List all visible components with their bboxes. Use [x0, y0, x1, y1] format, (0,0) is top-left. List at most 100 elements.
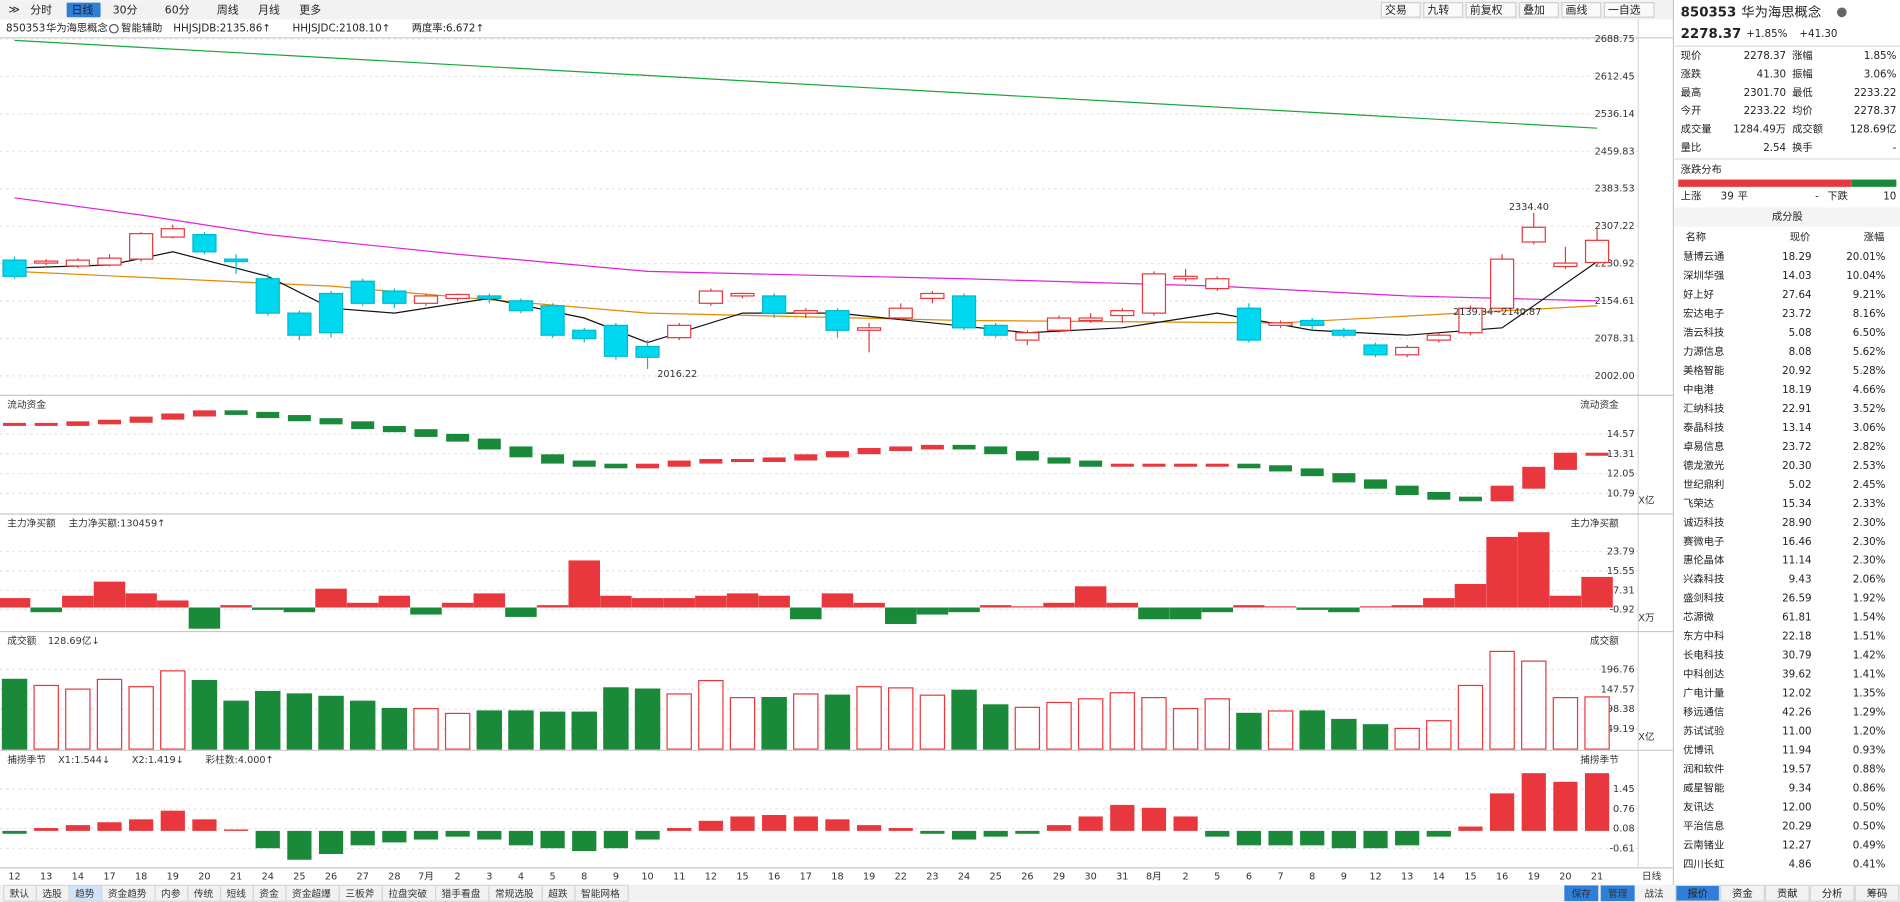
- tab-label[interactable]: 超跌: [548, 887, 568, 900]
- stock-name[interactable]: 惠伦晶体: [1683, 554, 1724, 567]
- stock-name[interactable]: 飞荣达: [1683, 498, 1714, 510]
- period-tab[interactable]: 分时: [30, 4, 52, 17]
- period-tab[interactable]: 日线: [71, 3, 93, 17]
- stock-name[interactable]: 慧博云通: [1683, 250, 1724, 263]
- action-label[interactable]: 叠加: [1523, 4, 1545, 17]
- stock-name[interactable]: 芯源微: [1683, 611, 1714, 624]
- stock-name[interactable]: 广电计量: [1683, 687, 1724, 700]
- action-label[interactable]: 一自选: [1608, 4, 1641, 17]
- volume-bar: [793, 693, 819, 750]
- tab-label[interactable]: 趋势: [75, 887, 95, 900]
- panel-tab-label[interactable]: 资金: [1732, 887, 1753, 900]
- tab-label[interactable]: 短线: [227, 887, 247, 900]
- stock-name[interactable]: 润和软件: [1683, 762, 1724, 775]
- stock-name[interactable]: 优博讯: [1683, 743, 1714, 756]
- tab-label[interactable]: 默认: [10, 887, 30, 900]
- stock-name[interactable]: 东方中科: [1683, 630, 1724, 643]
- candle-body: [255, 278, 280, 314]
- oscillator-bar: [192, 819, 217, 831]
- period-tab[interactable]: 周线: [217, 3, 239, 17]
- panel-tab[interactable]: [1854, 884, 1900, 902]
- tab[interactable]: [574, 884, 629, 902]
- action-button[interactable]: [1561, 2, 1602, 18]
- period-tab[interactable]: 更多: [299, 3, 321, 17]
- stock-name[interactable]: 移远通信: [1683, 706, 1724, 719]
- stock-name[interactable]: 力源信息: [1683, 345, 1724, 358]
- action-button[interactable]: [1423, 2, 1464, 18]
- panel-title-right: 捕捞季节: [1580, 753, 1619, 766]
- stock-name[interactable]: 中电港: [1683, 383, 1715, 396]
- panel-tab[interactable]: [1809, 884, 1855, 902]
- stock-name[interactable]: 泰晶科技: [1683, 421, 1724, 434]
- tab-label[interactable]: 资金: [259, 887, 279, 900]
- stock-name[interactable]: 美格智能: [1683, 364, 1724, 377]
- action-label[interactable]: 画线: [1566, 3, 1588, 17]
- stock-name[interactable]: 世纪鼎利: [1683, 479, 1724, 491]
- stock-name[interactable]: 浩云科技: [1683, 326, 1724, 339]
- tab-label[interactable]: 智能网格: [581, 887, 620, 900]
- flow-bar: [256, 411, 280, 419]
- tab[interactable]: [1600, 885, 1635, 902]
- panel-tab[interactable]: [1720, 884, 1765, 902]
- action-label[interactable]: 前复权: [1470, 3, 1503, 17]
- stock-name[interactable]: 四川长虹: [1683, 858, 1724, 870]
- tab-label[interactable]: 传统: [194, 887, 214, 900]
- stock-price: 12.02: [1782, 688, 1811, 700]
- action-button[interactable]: [1380, 2, 1421, 18]
- tab[interactable]: [1564, 885, 1599, 902]
- stock-name[interactable]: 平治信息: [1683, 819, 1724, 832]
- tab-label[interactable]: 保存: [1572, 887, 1592, 900]
- candle-body: [1110, 310, 1135, 317]
- stock-name[interactable]: 威星智能: [1683, 781, 1724, 794]
- stock-name[interactable]: 赛微电子: [1683, 535, 1724, 548]
- stock-name[interactable]: 好上好: [1683, 289, 1714, 301]
- period-tab[interactable]: 60分: [165, 4, 190, 17]
- stock-price: 11.14: [1782, 555, 1811, 567]
- action-button[interactable]: [1465, 2, 1517, 18]
- panel-label: 彩柱数:4.000↑: [206, 753, 274, 766]
- volume-bar: [824, 694, 851, 750]
- tab-label[interactable]: 三板斧: [345, 887, 374, 900]
- panel-tab-label[interactable]: 报价: [1687, 887, 1708, 900]
- tab-label[interactable]: 选股: [42, 887, 62, 900]
- period-tab[interactable]: 月线: [258, 3, 280, 17]
- assist-icon[interactable]: [109, 23, 119, 34]
- stock-name[interactable]: 长电科技: [1683, 649, 1724, 662]
- stock-name[interactable]: 诚迈科技: [1683, 516, 1724, 529]
- tab-label[interactable]: 常规选股: [495, 887, 534, 900]
- tab-label[interactable]: 拉盘突破: [388, 887, 427, 900]
- stock-name[interactable]: 汇纳科技: [1683, 402, 1724, 415]
- tab-label[interactable]: 猎手看盘: [442, 887, 481, 900]
- stock-name[interactable]: 苏试试验: [1683, 725, 1725, 738]
- action-label[interactable]: 九转: [1427, 3, 1449, 17]
- stock-name[interactable]: 德龙激光: [1683, 459, 1724, 472]
- panel-tab-label[interactable]: 筹码: [1867, 887, 1888, 900]
- tab-label[interactable]: 管理: [1608, 887, 1628, 900]
- info-icon[interactable]: [1836, 7, 1847, 18]
- stock-name[interactable]: 友讯达: [1683, 800, 1714, 813]
- stock-name[interactable]: 宏达电子: [1683, 307, 1724, 320]
- oscillator-bar: [920, 830, 945, 834]
- tab[interactable]: [1637, 885, 1671, 902]
- action-label[interactable]: 交易: [1385, 3, 1407, 17]
- action-button[interactable]: [1518, 2, 1559, 18]
- collapse-icon[interactable]: ≫: [8, 3, 19, 16]
- action-button[interactable]: [1603, 2, 1655, 18]
- tab-label[interactable]: 内参: [161, 887, 181, 900]
- stock-name[interactable]: 卓易信息: [1683, 440, 1724, 453]
- tab-label[interactable]: 资金趋势: [108, 887, 147, 900]
- stock-name[interactable]: 云南锗业: [1683, 838, 1724, 851]
- period-tab[interactable]: 30分: [113, 4, 138, 17]
- stock-name[interactable]: 盛剑科技: [1683, 592, 1724, 605]
- panel-tab[interactable]: [1675, 884, 1721, 902]
- stock-name[interactable]: 兴森科技: [1683, 573, 1724, 586]
- panel-tab[interactable]: [1764, 884, 1810, 902]
- stock-name[interactable]: 深圳华强: [1683, 269, 1724, 282]
- indicator: HHJSJDB:2135.86↑: [173, 23, 271, 35]
- panel-tab-label[interactable]: 分析: [1822, 887, 1843, 900]
- quote-label: 成交额: [1792, 123, 1823, 136]
- tab-label[interactable]: 资金超爆: [292, 887, 331, 900]
- stock-name[interactable]: 中科创达: [1683, 668, 1724, 681]
- panel-tab-label[interactable]: 贡献: [1777, 887, 1798, 900]
- tab-label[interactable]: 战法: [1644, 887, 1664, 900]
